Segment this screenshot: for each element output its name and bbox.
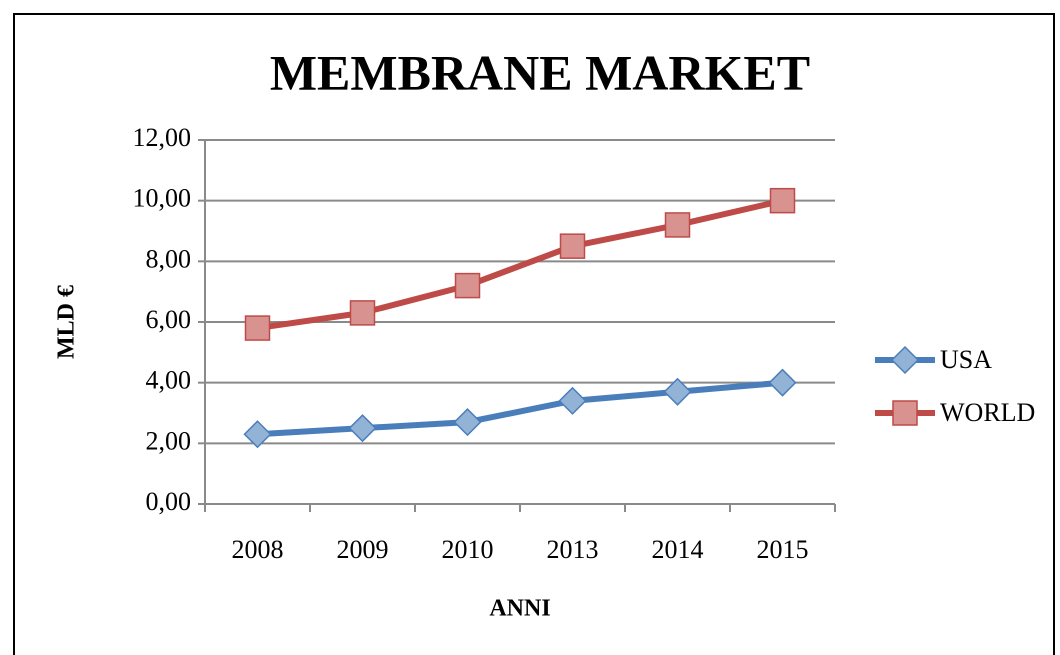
y-tick-label: 10,00: [133, 184, 192, 213]
series-line: [257, 379, 783, 438]
legend-marker: [890, 345, 920, 375]
data-point: [769, 187, 796, 214]
chart-title: MEMBRANE MARKET: [270, 44, 810, 100]
data-point: [244, 315, 271, 341]
legend-label: WORLD: [940, 398, 1035, 427]
y-tick-label: 2,00: [146, 426, 192, 455]
y-tick-label: 0,00: [146, 487, 192, 516]
data-point: [663, 377, 692, 406]
legend-marker: [892, 400, 918, 426]
x-tick-label: 2014: [652, 535, 704, 564]
data-point: [559, 233, 586, 259]
legend-label: USA: [940, 345, 992, 374]
y-tick-label: 4,00: [146, 366, 192, 395]
data-point: [454, 272, 481, 299]
x-tick-label: 2013: [547, 535, 599, 564]
x-tick-label: 2010: [442, 535, 494, 564]
series-line: [257, 197, 784, 332]
x-tick-label: 2009: [337, 535, 389, 564]
data-point: [664, 212, 691, 238]
y-tick-label: 12,00: [133, 123, 192, 152]
chart-frame: [13, 13, 1055, 655]
data-point: [243, 420, 272, 449]
data-point: [348, 414, 377, 443]
data-point: [453, 408, 482, 437]
data-point: [558, 386, 587, 415]
y-tick-label: 8,00: [146, 244, 192, 273]
y-axis-label: MLD €: [54, 285, 80, 359]
x-tick-label: 2015: [757, 535, 809, 564]
data-point: [768, 368, 797, 397]
y-tick-label: 6,00: [146, 305, 192, 334]
data-point: [349, 300, 376, 326]
x-tick-label: 2008: [232, 535, 284, 564]
x-axis-label: ANNI: [489, 596, 550, 622]
